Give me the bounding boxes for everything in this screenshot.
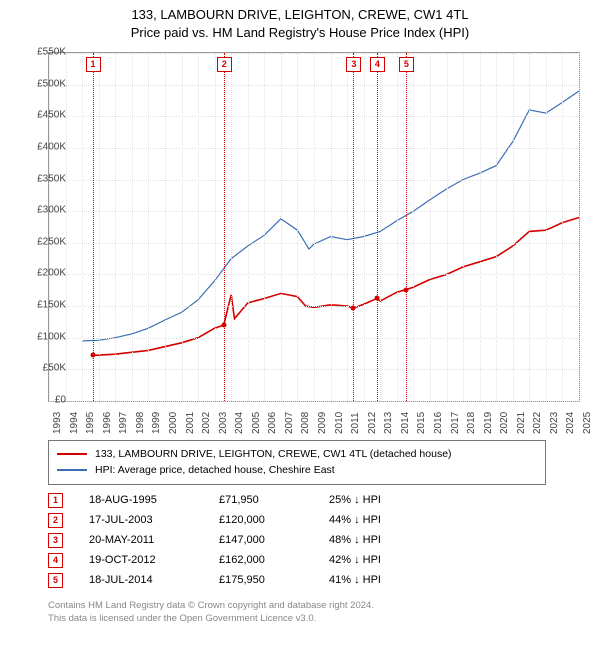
- title-line1: 133, LAMBOURN DRIVE, LEIGHTON, CREWE, CW…: [0, 6, 600, 24]
- sale-number-box: 4: [48, 553, 63, 568]
- x-tick-label: 1996: [102, 412, 113, 434]
- sale-diff: 41% ↓ HPI: [329, 574, 419, 586]
- sale-date: 19-OCT-2012: [89, 554, 219, 566]
- y-tick-label: £450K: [22, 110, 66, 121]
- chart-container: 133, LAMBOURN DRIVE, LEIGHTON, CREWE, CW…: [0, 0, 600, 650]
- x-tick-label: 2018: [466, 412, 477, 434]
- sale-marker: 5: [399, 57, 414, 72]
- y-tick-label: £550K: [22, 47, 66, 58]
- sale-date: 18-AUG-1995: [89, 494, 219, 506]
- sales-row: 2 17-JUL-2003£120,00044% ↓ HPI: [48, 510, 419, 530]
- y-tick-label: £200K: [22, 268, 66, 279]
- sale-diff: 44% ↓ HPI: [329, 514, 419, 526]
- chart-title: 133, LAMBOURN DRIVE, LEIGHTON, CREWE, CW…: [0, 0, 600, 41]
- sale-number-box: 2: [48, 513, 63, 528]
- x-tick-label: 2019: [483, 412, 494, 434]
- x-tick-label: 1994: [69, 412, 80, 434]
- x-tick-label: 2020: [499, 412, 510, 434]
- legend-label-property: 133, LAMBOURN DRIVE, LEIGHTON, CREWE, CW…: [95, 446, 452, 462]
- x-tick-label: 1997: [118, 412, 129, 434]
- y-tick-label: £350K: [22, 173, 66, 184]
- x-tick-label: 2002: [201, 412, 212, 434]
- y-tick-label: £100K: [22, 331, 66, 342]
- x-tick-label: 2013: [383, 412, 394, 434]
- legend-swatch-property: [57, 453, 87, 455]
- footer-line1: Contains HM Land Registry data © Crown c…: [48, 600, 374, 613]
- x-tick-label: 2005: [251, 412, 262, 434]
- x-tick-label: 2007: [284, 412, 295, 434]
- sale-number-box: 3: [48, 533, 63, 548]
- x-tick-label: 2021: [516, 412, 527, 434]
- x-tick-label: 1993: [52, 412, 63, 434]
- x-tick-label: 1998: [135, 412, 146, 434]
- x-tick-label: 2000: [168, 412, 179, 434]
- x-tick-label: 2014: [400, 412, 411, 434]
- legend-swatch-hpi: [57, 469, 87, 471]
- sale-price: £71,950: [219, 494, 329, 506]
- x-tick-label: 2023: [549, 412, 560, 434]
- x-tick-label: 2022: [532, 412, 543, 434]
- sales-row: 5 18-JUL-2014£175,95041% ↓ HPI: [48, 570, 419, 590]
- footer-line2: This data is licensed under the Open Gov…: [48, 613, 374, 626]
- sale-price: £147,000: [219, 534, 329, 546]
- x-tick-label: 2009: [317, 412, 328, 434]
- sale-date: 18-JUL-2014: [89, 574, 219, 586]
- sale-marker: 2: [217, 57, 232, 72]
- sale-price: £120,000: [219, 514, 329, 526]
- y-tick-label: £300K: [22, 205, 66, 216]
- sale-marker: 4: [370, 57, 385, 72]
- x-tick-label: 1999: [151, 412, 162, 434]
- y-tick-label: £50K: [22, 363, 66, 374]
- footer: Contains HM Land Registry data © Crown c…: [48, 600, 374, 626]
- y-tick-label: £400K: [22, 141, 66, 152]
- x-tick-label: 2012: [367, 412, 378, 434]
- x-tick-label: 2008: [300, 412, 311, 434]
- x-tick-label: 2001: [185, 412, 196, 434]
- legend-row-hpi: HPI: Average price, detached house, Ches…: [57, 462, 537, 478]
- sales-row: 1 18-AUG-1995£71,95025% ↓ HPI: [48, 490, 419, 510]
- sales-table: 1 18-AUG-1995£71,95025% ↓ HPI 2 17-JUL-2003…: [48, 490, 419, 590]
- sale-number-box: 5: [48, 573, 63, 588]
- sales-row: 4 19-OCT-2012£162,00042% ↓ HPI: [48, 550, 419, 570]
- x-tick-label: 2003: [218, 412, 229, 434]
- x-tick-label: 2006: [267, 412, 278, 434]
- plot-area: 1 2 345: [48, 52, 580, 402]
- x-tick-label: 2017: [450, 412, 461, 434]
- sale-date: 17-JUL-2003: [89, 514, 219, 526]
- y-tick-label: £0: [22, 395, 66, 406]
- legend-label-hpi: HPI: Average price, detached house, Ches…: [95, 462, 335, 478]
- sale-number-box: 1: [48, 493, 63, 508]
- title-line2: Price paid vs. HM Land Registry's House …: [0, 24, 600, 42]
- y-tick-label: £500K: [22, 78, 66, 89]
- legend-box: 133, LAMBOURN DRIVE, LEIGHTON, CREWE, CW…: [48, 440, 546, 485]
- sale-price: £162,000: [219, 554, 329, 566]
- sale-price: £175,950: [219, 574, 329, 586]
- x-tick-label: 2024: [565, 412, 576, 434]
- sale-marker: 3: [346, 57, 361, 72]
- x-tick-label: 2010: [334, 412, 345, 434]
- sale-marker: 1: [86, 57, 101, 72]
- x-tick-label: 2015: [416, 412, 427, 434]
- x-tick-label: 2025: [582, 412, 593, 434]
- x-tick-label: 1995: [85, 412, 96, 434]
- sale-date: 20-MAY-2011: [89, 534, 219, 546]
- x-tick-label: 2004: [234, 412, 245, 434]
- x-tick-label: 2011: [350, 412, 361, 434]
- x-tick-label: 2016: [433, 412, 444, 434]
- y-tick-label: £250K: [22, 236, 66, 247]
- y-tick-label: £150K: [22, 300, 66, 311]
- sale-diff: 42% ↓ HPI: [329, 554, 419, 566]
- sale-diff: 48% ↓ HPI: [329, 534, 419, 546]
- sale-diff: 25% ↓ HPI: [329, 494, 419, 506]
- sales-row: 3 20-MAY-2011£147,00048% ↓ HPI: [48, 530, 419, 550]
- legend-row-property: 133, LAMBOURN DRIVE, LEIGHTON, CREWE, CW…: [57, 446, 537, 462]
